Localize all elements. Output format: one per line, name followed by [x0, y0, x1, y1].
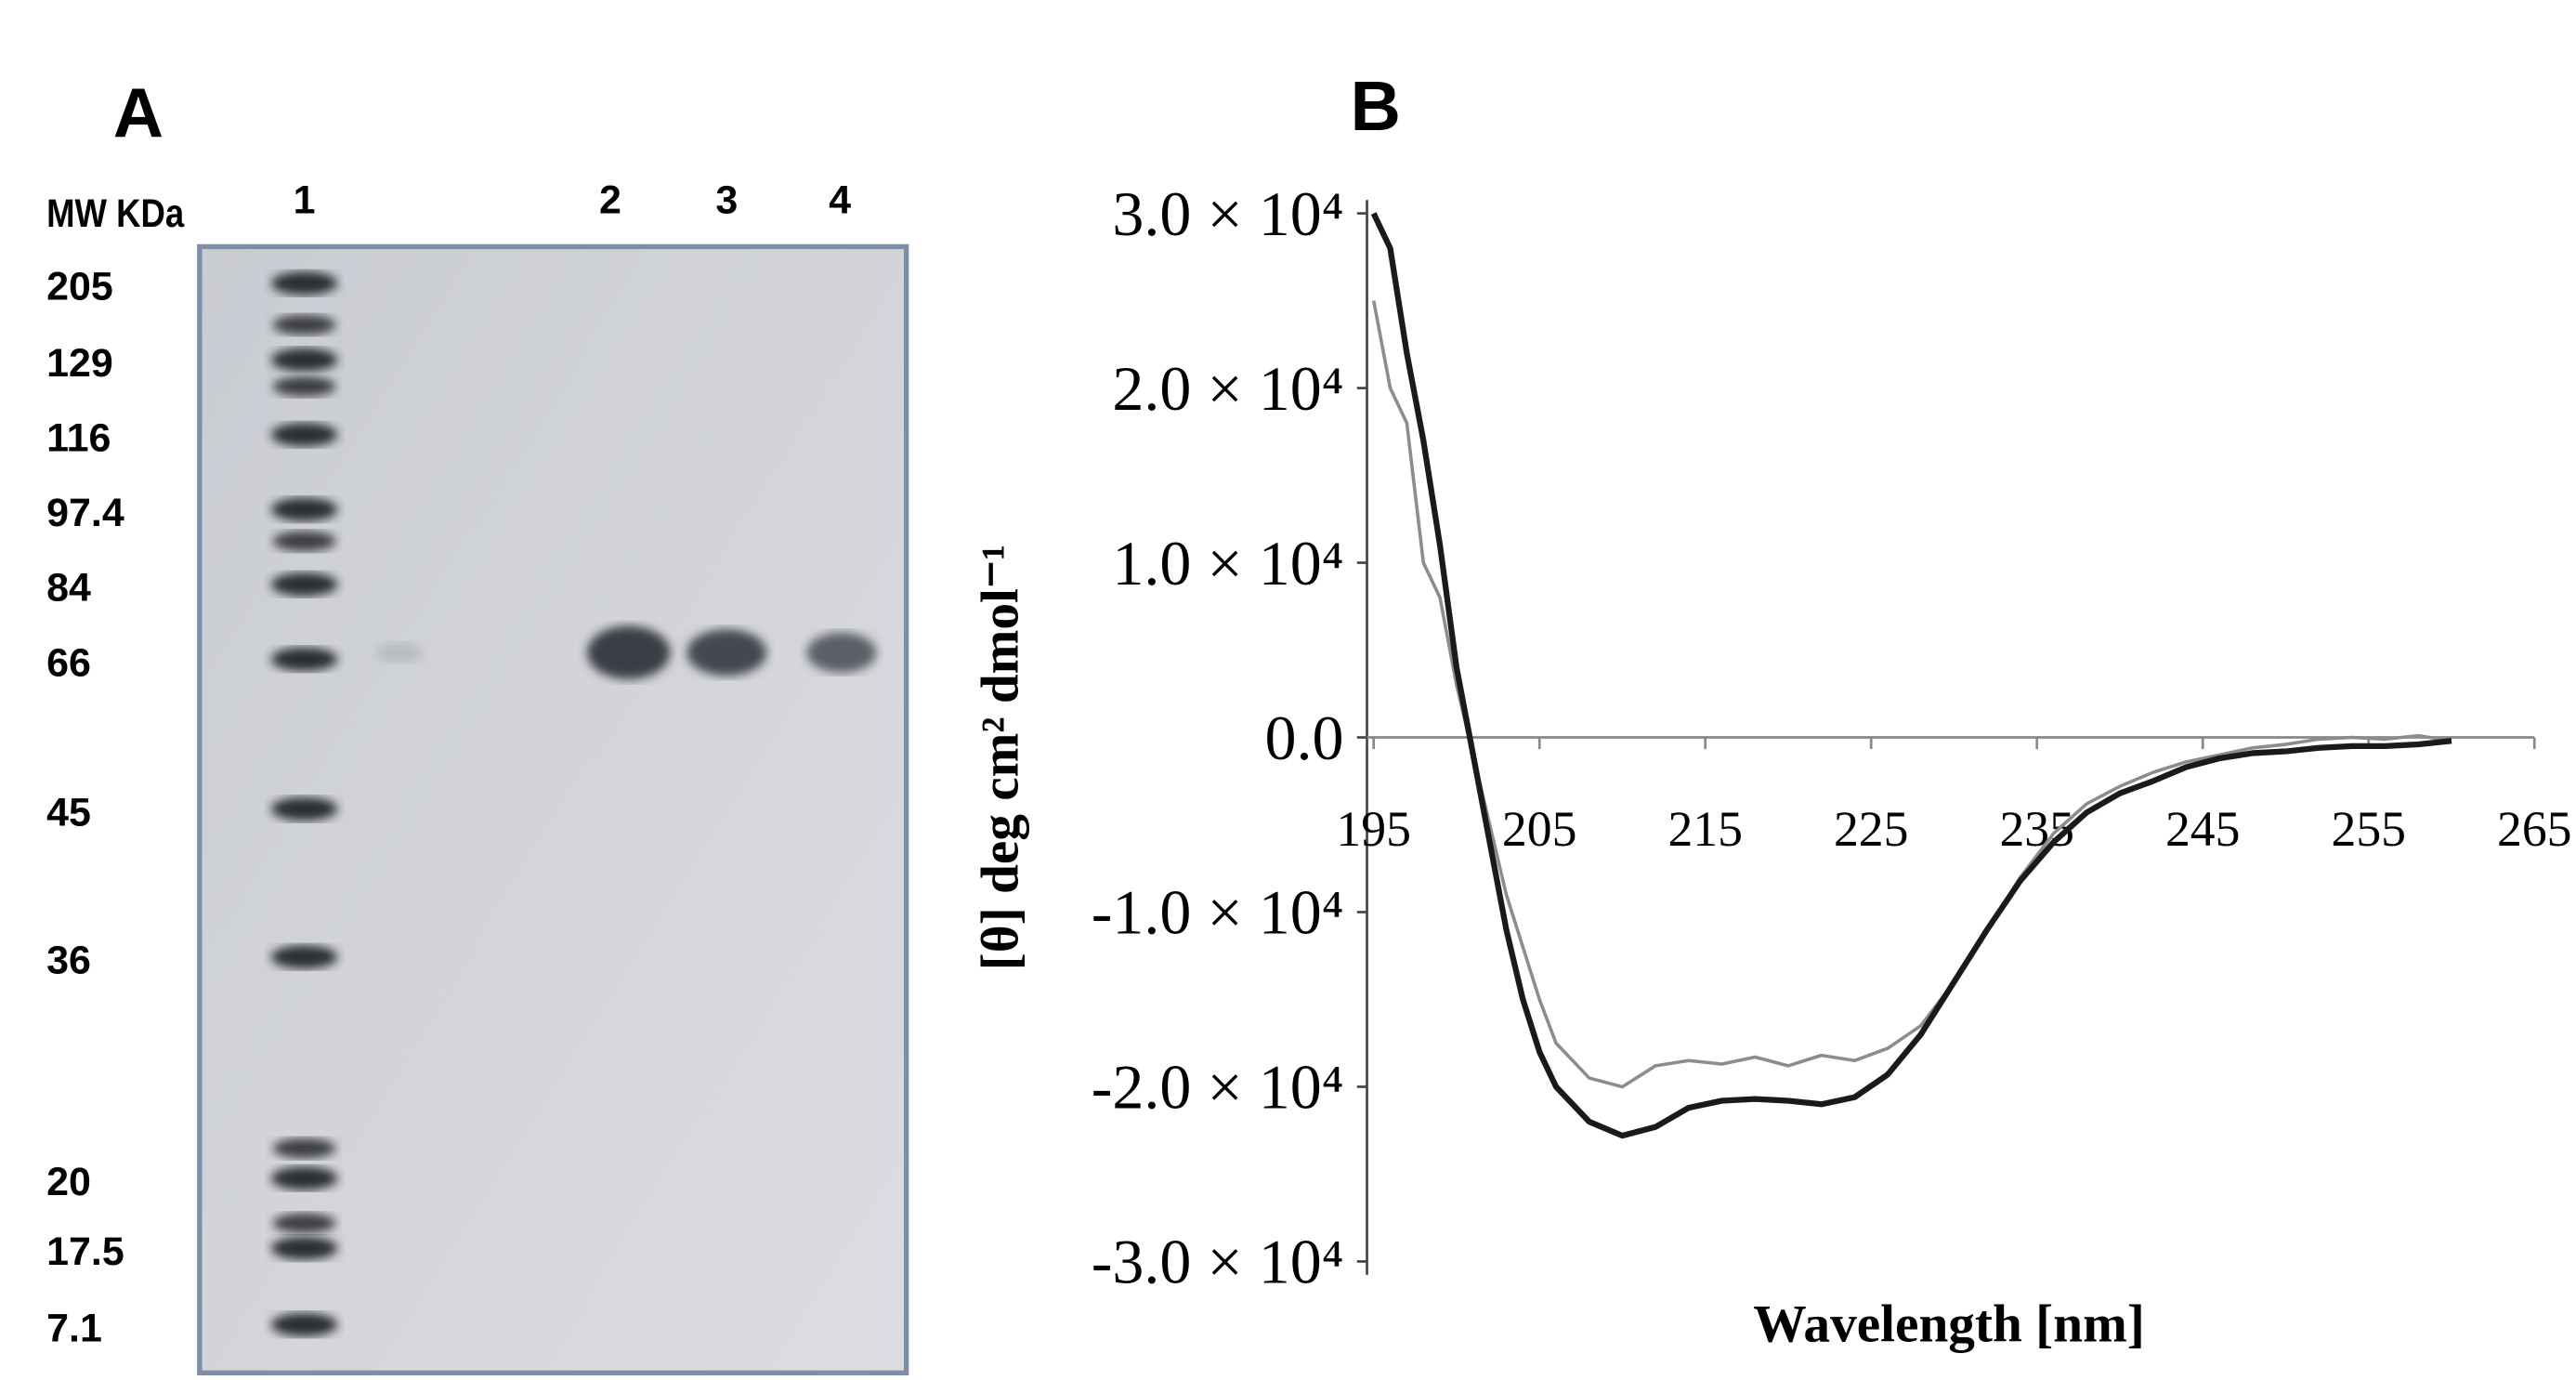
x-tick-label: 205 [1502, 801, 1577, 857]
x-axis-label: Wavelength [nm] [1753, 1295, 2145, 1353]
sample-band [806, 632, 877, 673]
gel: MW KDa 1 2 3 4 205 129 116 97.4 84 66 45 36 20 17.5 7.… [46, 178, 909, 1376]
ladder-band [270, 945, 338, 969]
ladder-band [272, 1213, 336, 1233]
ladder-band [270, 348, 338, 372]
y-axis-label: [θ] deg cm² dmol⁻¹ [972, 545, 1030, 971]
ladder-band [270, 796, 338, 821]
marker-label: 45 [46, 790, 91, 835]
marker-label: 97.4 [46, 491, 124, 535]
ladder-band [270, 1312, 338, 1336]
ladder-band [270, 497, 338, 521]
marker-label: 116 [46, 416, 111, 461]
y-tick-label: 0.0 [1264, 703, 1343, 773]
ladder-band [270, 423, 338, 447]
marker-label: 36 [46, 939, 91, 983]
lane-label: 3 [715, 178, 738, 223]
ladder-band [270, 271, 338, 296]
marker-label: 205 [46, 265, 113, 309]
sample-band [375, 642, 423, 663]
x-tick-label: 225 [1834, 801, 1909, 857]
cd-line [1371, 300, 2452, 1089]
ladder-band [270, 647, 338, 671]
lane-label: 2 [599, 178, 621, 223]
ladder-band [270, 1166, 338, 1190]
marker-label: 17.5 [46, 1229, 124, 1274]
lane-label: 1 [294, 178, 316, 223]
x-tick-label: 235 [1999, 801, 2074, 857]
x-tick-label: 245 [2165, 801, 2241, 857]
marker-label: 129 [46, 341, 113, 386]
marker-label: 20 [46, 1160, 91, 1204]
y-tick-label: 3.0 × 10⁴ [1112, 178, 1343, 249]
y-tick-label: 1.0 × 10⁴ [1112, 528, 1343, 598]
ladder-band [270, 572, 338, 597]
sample-band [686, 629, 767, 677]
x-tick-label: 215 [1667, 801, 1743, 857]
ladder-band [272, 1137, 336, 1159]
gel-header: MW KDa [46, 191, 185, 235]
marker-label: 84 [46, 566, 91, 611]
panel-label: B [1351, 67, 1401, 145]
y-tick-label: -1.0 × 10⁴ [1092, 877, 1344, 948]
x-tick-label: 195 [1336, 801, 1411, 857]
ladder-band [272, 531, 336, 552]
plot: 3.0 × 10⁴ 2.0 × 10⁴ 1.0 × 10⁴ 0.0 -1.0 × 10⁴… [972, 178, 2572, 1353]
lane-label: 4 [829, 178, 851, 223]
sample-band [586, 625, 671, 679]
y-tick-label: 2.0 × 10⁴ [1112, 353, 1343, 424]
ladder-band [272, 376, 336, 397]
ladder-band [272, 314, 336, 335]
x-tick-label: 265 [2497, 801, 2572, 857]
y-tick-label: -3.0 × 10⁴ [1092, 1227, 1344, 1297]
marker-label: 7.1 [46, 1306, 102, 1350]
ladder-band [270, 1236, 338, 1260]
y-tick-label: -2.0 × 10⁴ [1092, 1052, 1344, 1123]
cd-line [1370, 212, 2452, 1139]
panel-label: A [113, 73, 163, 151]
x-tick-label: 255 [2331, 801, 2406, 857]
marker-label: 66 [46, 640, 91, 685]
